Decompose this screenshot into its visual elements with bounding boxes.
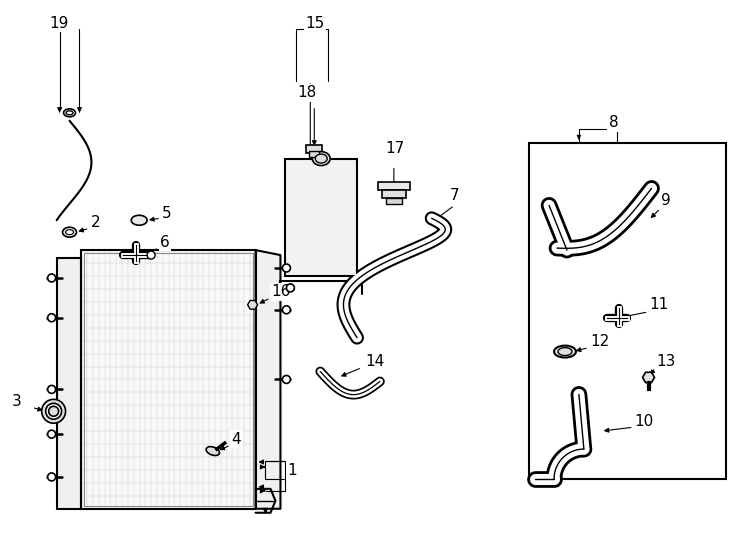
Ellipse shape xyxy=(316,154,327,163)
Circle shape xyxy=(48,406,59,416)
Ellipse shape xyxy=(131,215,147,225)
Ellipse shape xyxy=(64,109,76,117)
Polygon shape xyxy=(642,372,655,383)
Bar xyxy=(309,151,319,157)
Bar xyxy=(306,145,322,153)
Text: 14: 14 xyxy=(365,354,385,369)
Polygon shape xyxy=(247,301,258,309)
Circle shape xyxy=(283,306,291,314)
Circle shape xyxy=(48,473,56,481)
Text: 4: 4 xyxy=(232,431,241,447)
Ellipse shape xyxy=(558,348,572,355)
Text: 15: 15 xyxy=(305,16,324,31)
Text: 11: 11 xyxy=(650,298,669,312)
Circle shape xyxy=(283,264,291,272)
Ellipse shape xyxy=(62,227,76,237)
Text: 13: 13 xyxy=(656,354,676,369)
Circle shape xyxy=(286,284,294,292)
Text: 7: 7 xyxy=(449,188,459,203)
Bar xyxy=(286,159,357,276)
Polygon shape xyxy=(57,258,81,509)
Text: 2: 2 xyxy=(90,215,100,230)
Bar xyxy=(378,183,410,191)
Text: 6: 6 xyxy=(160,235,170,249)
Bar xyxy=(386,198,401,204)
Circle shape xyxy=(42,400,65,423)
Ellipse shape xyxy=(206,447,219,456)
Ellipse shape xyxy=(66,111,73,115)
Text: 5: 5 xyxy=(162,206,172,221)
Circle shape xyxy=(48,386,56,393)
Ellipse shape xyxy=(554,346,576,357)
Text: 8: 8 xyxy=(608,115,618,130)
Text: 3: 3 xyxy=(12,394,21,409)
Circle shape xyxy=(48,430,56,438)
Ellipse shape xyxy=(312,152,330,166)
Bar xyxy=(382,191,406,198)
Circle shape xyxy=(147,251,155,259)
Text: 9: 9 xyxy=(661,193,671,208)
Circle shape xyxy=(46,403,62,419)
Text: 17: 17 xyxy=(385,141,404,156)
Circle shape xyxy=(283,375,291,383)
Text: 1: 1 xyxy=(288,463,297,478)
Text: 10: 10 xyxy=(635,414,654,429)
Circle shape xyxy=(48,314,56,322)
Polygon shape xyxy=(81,250,255,509)
Text: 18: 18 xyxy=(297,85,316,100)
Bar xyxy=(529,143,726,479)
Text: 19: 19 xyxy=(50,16,69,31)
Ellipse shape xyxy=(65,230,73,235)
Text: 16: 16 xyxy=(272,285,291,299)
Text: 12: 12 xyxy=(590,334,609,349)
Polygon shape xyxy=(255,250,280,509)
Circle shape xyxy=(48,274,56,282)
